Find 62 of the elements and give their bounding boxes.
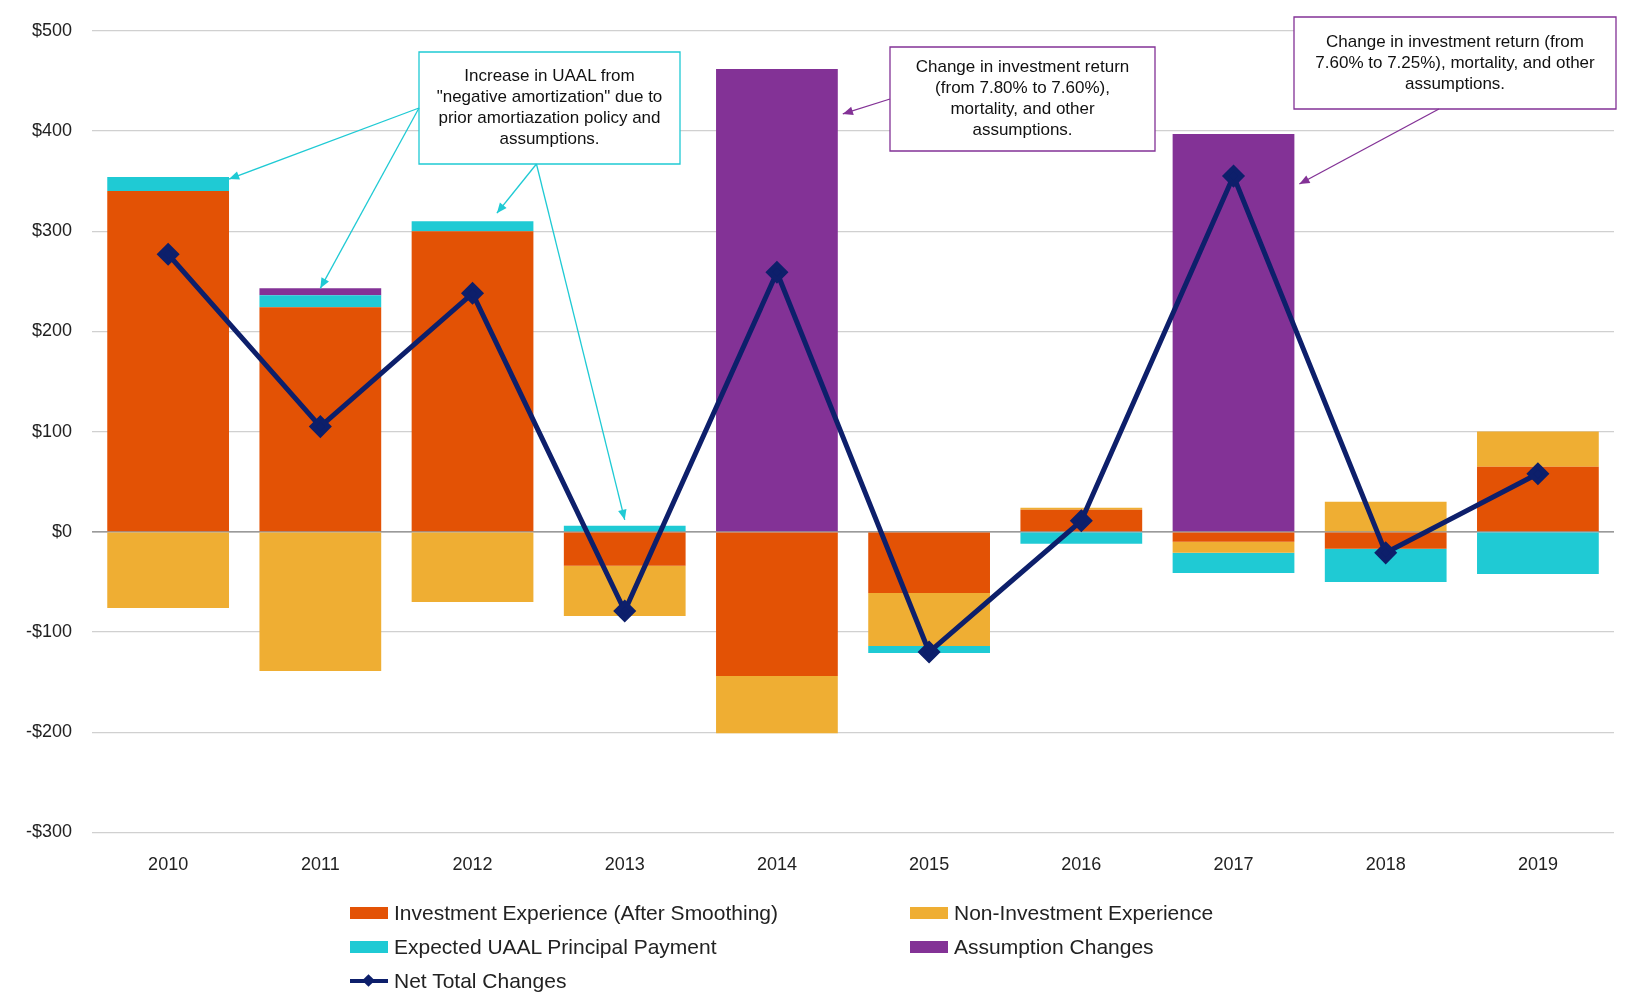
x-tick-label: 2016: [1061, 854, 1102, 875]
bar: [411, 221, 534, 232]
bar: [563, 532, 686, 566]
y-tick-label: -$300: [25, 821, 73, 842]
y-tick-label: -$100: [25, 620, 73, 641]
bar: [1172, 134, 1295, 532]
legend-label: Assumption Changes: [954, 935, 1154, 959]
x-tick-label: 2013: [604, 854, 645, 875]
bar: [1477, 532, 1599, 574]
x-tick-label: 2011: [300, 854, 340, 875]
bar: [1324, 548, 1447, 582]
point: [766, 261, 788, 283]
bar: [259, 307, 382, 532]
bar: [1172, 541, 1295, 553]
bar: [716, 532, 838, 677]
y-tick-label: $500: [31, 19, 73, 40]
bar: [716, 676, 838, 734]
x-tick-label: 2017: [1213, 854, 1254, 875]
y-tick-label: $400: [31, 119, 73, 140]
x-tick-label: 2015: [909, 854, 950, 875]
bar: [107, 191, 230, 532]
legend-label: Expected UAAL Principal Payment: [394, 935, 717, 959]
bar: [1020, 532, 1143, 544]
point: [1223, 165, 1245, 187]
point: [309, 416, 331, 438]
legend-label: Non-Investment Experience: [954, 901, 1214, 925]
x-tick-label: 2014: [756, 854, 797, 875]
x-tick-label: 2019: [1517, 854, 1558, 875]
point: [462, 282, 484, 304]
bar: [411, 231, 534, 532]
y-tick-label: $0: [52, 520, 73, 541]
x-tick-label: 2012: [452, 854, 493, 875]
x-tick-label: 2010: [148, 854, 189, 875]
bar: [1172, 552, 1295, 573]
bar: [411, 532, 534, 602]
y-tick-label: $300: [31, 220, 73, 241]
point: [614, 600, 636, 622]
bar: [1324, 501, 1447, 532]
bar: [716, 68, 838, 532]
point: [918, 641, 940, 663]
y-tick-label: $200: [31, 320, 73, 341]
bar: [868, 532, 990, 593]
bar: [1477, 431, 1599, 467]
legend-label: Investment Experience (After Smoothing): [394, 901, 779, 925]
bar: [1477, 466, 1599, 532]
point: [1070, 510, 1092, 532]
legend-label: Net Total Changes: [394, 969, 567, 993]
y-tick-label: -$200: [25, 721, 73, 742]
bar: [259, 295, 382, 308]
point: [1375, 542, 1397, 564]
bar: [259, 532, 382, 672]
bar: [107, 532, 230, 608]
bar: [1172, 532, 1295, 542]
annotation: Change in investment return (from 7.80% to 7.60%), mortality, and other assumptions.: [915, 57, 1130, 140]
point: [157, 243, 179, 265]
bar: [1020, 507, 1143, 510]
annotation: Increase in UAAL from "negative amortization" due to prior amortiazation policy and assumptions.: [436, 66, 663, 149]
y-tick-label: $100: [31, 420, 73, 441]
annotation: Change in investment return (from 7.60% to 7.25%), mortality, and other assumptions.: [1315, 31, 1596, 93]
x-tick-label: 2018: [1365, 854, 1406, 875]
point: [1527, 463, 1549, 485]
bar: [259, 288, 382, 296]
